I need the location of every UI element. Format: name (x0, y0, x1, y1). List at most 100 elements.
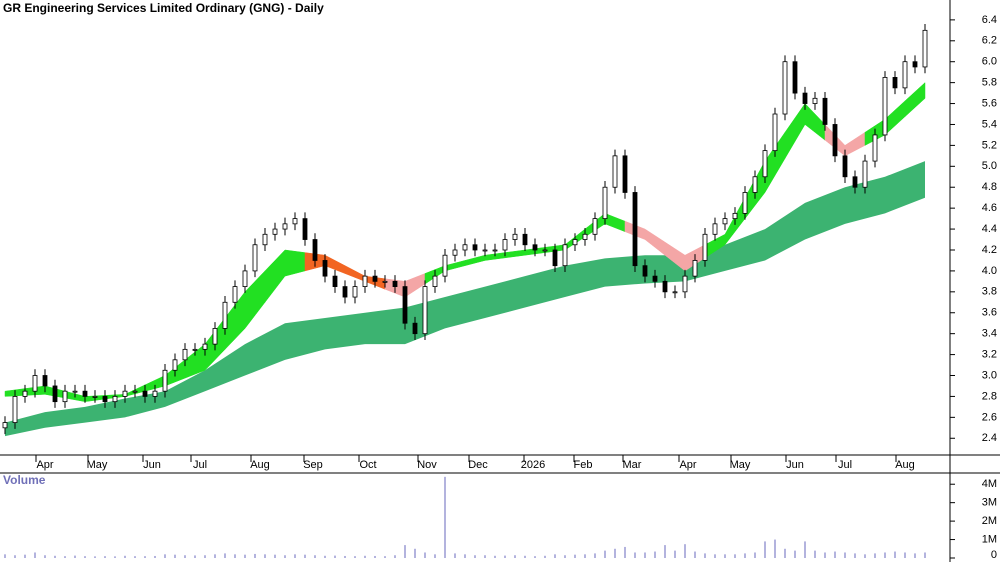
candle-body (902, 61, 908, 89)
candle-body (562, 244, 568, 267)
volume-bar (784, 548, 786, 558)
volume-bar (694, 551, 696, 558)
candle-body (802, 92, 808, 104)
candle-body (822, 97, 828, 125)
x-tick-label: Mar (623, 459, 642, 471)
volume-bar (684, 544, 686, 558)
volume-bar (434, 554, 436, 558)
volume-bar (274, 554, 276, 558)
fast-band (264, 249, 306, 304)
candle-body (592, 218, 598, 235)
y-tick-label: 3M (982, 497, 997, 509)
volume-bar (754, 552, 756, 558)
volume-bar (424, 552, 426, 558)
volume-bar (394, 555, 396, 558)
candle-body (232, 286, 238, 303)
x-tick-label: Nov (417, 459, 437, 471)
y-tick-label: 3.8 (982, 286, 997, 298)
volume-bar (44, 555, 46, 558)
candle-body (742, 192, 748, 214)
candle-body (712, 223, 718, 235)
volume-bar (74, 555, 76, 558)
candle-body (342, 286, 348, 298)
y-tick-label: 3.4 (982, 328, 997, 340)
volume-bar (454, 553, 456, 558)
candle-body (512, 233, 518, 240)
candle-body (22, 390, 28, 397)
x-tick-label: Dec (468, 459, 488, 471)
candle-body (242, 270, 248, 287)
x-tick-label: Apr (679, 459, 696, 471)
x-tick-label: Aug (250, 459, 270, 471)
candle-body (292, 218, 298, 225)
candle-body (662, 280, 668, 293)
candle-body (382, 280, 388, 283)
x-tick-label: Jul (193, 459, 207, 471)
volume-bar (794, 550, 796, 558)
volume-bar (254, 553, 256, 558)
candle-body (882, 77, 888, 136)
y-tick-label: 5.6 (982, 97, 997, 109)
volume-bar (484, 555, 486, 558)
volume-bar (334, 555, 336, 558)
volume-bar (864, 554, 866, 558)
volume-bar (714, 554, 716, 558)
candle-body (192, 348, 198, 351)
candle-body (172, 359, 178, 371)
volume-bar (444, 476, 446, 558)
volume-bar (894, 551, 896, 558)
volume-bar (764, 541, 766, 558)
candle-body (672, 291, 678, 294)
x-tick-label: Jul (838, 459, 852, 471)
volume-bar (384, 556, 386, 558)
volume-bar (154, 555, 156, 558)
volume-bar (24, 554, 26, 558)
candle-body (852, 176, 858, 188)
volume-bar (124, 555, 126, 558)
candle-body (42, 375, 48, 387)
candle-body (862, 160, 868, 188)
y-tick-label: 2M (982, 515, 997, 527)
chart-title: GR Engineering Services Limited Ordinary… (3, 1, 324, 15)
y-tick-label: 6.4 (982, 14, 997, 26)
x-tick-label: Sep (303, 459, 323, 471)
volume-bar (844, 552, 846, 558)
volume-bar (604, 550, 606, 558)
volume-bar (904, 552, 906, 558)
candle-body (252, 244, 258, 272)
volume-bar (224, 553, 226, 558)
volume-bar (834, 551, 836, 558)
candle-body (542, 249, 548, 252)
candle-body (892, 77, 898, 89)
volume-bar (304, 554, 306, 558)
y-tick-label: 5.2 (982, 139, 997, 151)
volume-bar (814, 550, 816, 558)
y-tick-label: 5.8 (982, 77, 997, 89)
candle-body (12, 396, 18, 423)
volume-bar (514, 555, 516, 558)
candle-body (32, 375, 38, 392)
volume-bar (634, 552, 636, 558)
volume-bar (204, 555, 206, 558)
candle-body (302, 218, 308, 240)
candle-body (752, 176, 758, 193)
volume-bar (94, 556, 96, 558)
candle-body (842, 155, 848, 178)
candle-body (272, 228, 278, 235)
volume-bar (314, 555, 316, 558)
y-tick-label: 3.0 (982, 369, 997, 381)
x-tick-label: May (730, 459, 751, 471)
y-tick-label: 2.4 (982, 432, 997, 444)
candle-body (412, 322, 418, 335)
volume-bar (874, 553, 876, 558)
candle-body (682, 275, 688, 293)
volume-bar (804, 541, 806, 558)
candle-body (362, 275, 368, 287)
candle-body (392, 280, 398, 287)
volume-bar (84, 556, 86, 558)
volume-bar (14, 555, 16, 558)
candle-body (642, 265, 648, 277)
candle-body (622, 155, 628, 193)
volume-bar (464, 554, 466, 558)
candle-body (372, 275, 378, 282)
